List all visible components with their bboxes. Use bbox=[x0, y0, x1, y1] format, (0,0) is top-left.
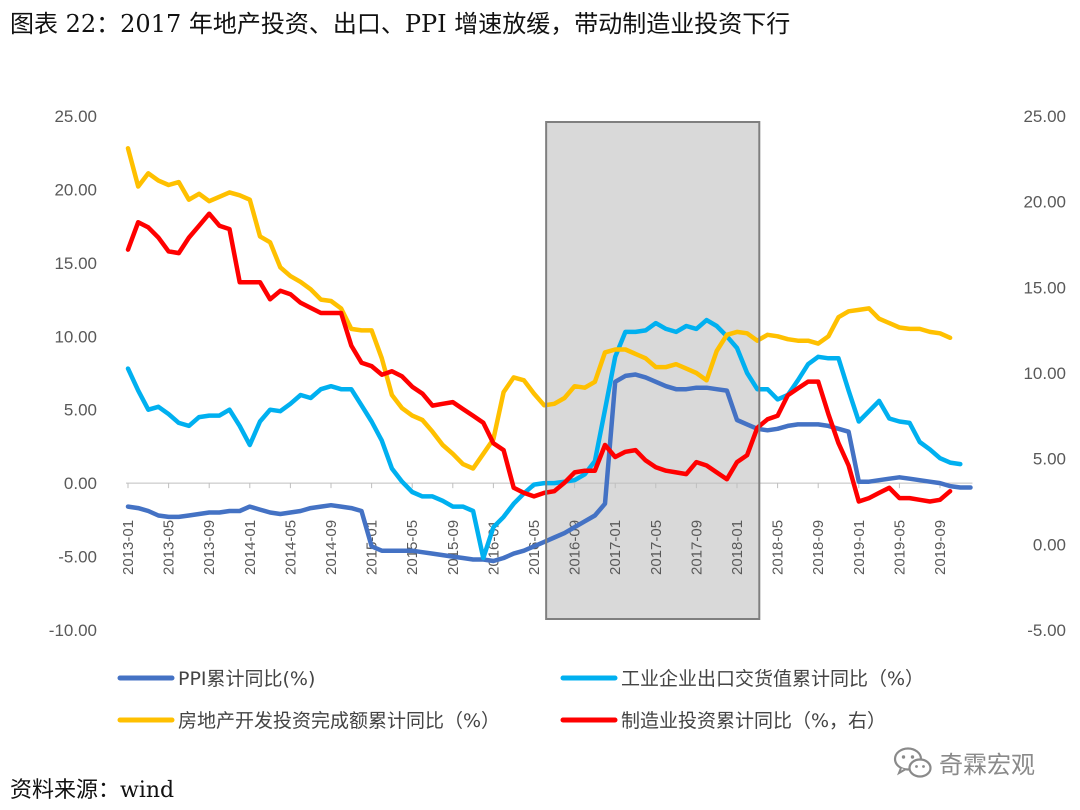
x-axis-tick-label: 2014-09 bbox=[323, 520, 340, 575]
x-axis-tick-label: 2015-09 bbox=[445, 520, 462, 575]
wechat-icon bbox=[893, 746, 932, 778]
x-axis-tick-label: 2014-05 bbox=[282, 520, 299, 575]
x-axis-tick-label: 2016-09 bbox=[567, 520, 584, 575]
legend-label-manufacturing: 制造业投资累计同比（%，右） bbox=[621, 710, 886, 732]
legend-label-ppi: PPI累计同比(%) bbox=[178, 668, 315, 690]
left-axis-ticks: 25.00 20.00 15.00 10.00 5.00 0.00 -5.00 -10.00 bbox=[49, 107, 97, 640]
x-axis-tick-label: 2013-01 bbox=[120, 520, 137, 575]
watermark: 奇霖宏观 bbox=[893, 745, 1035, 780]
watermark-text: 奇霖宏观 bbox=[939, 751, 1035, 779]
x-axis-tick-label: 2013-09 bbox=[201, 520, 218, 575]
x-axis-tick-label: 2019-05 bbox=[891, 520, 908, 575]
x-axis-tick-label: 2017-01 bbox=[607, 520, 624, 575]
left-axis-tick-label: 25.00 bbox=[54, 107, 97, 126]
x-axis-tick-label: 2014-01 bbox=[242, 520, 259, 575]
right-axis-tick-label: 0.00 bbox=[1033, 535, 1066, 554]
series-line-ppi bbox=[125, 372, 973, 564]
series-line-export bbox=[125, 317, 963, 561]
x-axis-tick-label: 2013-05 bbox=[161, 520, 178, 575]
x-axis-tick-label: 2015-05 bbox=[404, 520, 421, 575]
right-axis-ticks: 25.00 20.00 15.00 10.00 5.00 0.00 -5.00 bbox=[1023, 107, 1066, 640]
right-axis-tick-label: -5.00 bbox=[1027, 621, 1066, 640]
legend-label-realestate: 房地产开发投资完成额累计同比（%） bbox=[178, 710, 500, 732]
left-axis-tick-label: 15.00 bbox=[54, 254, 97, 273]
x-axis-tick-label: 2017-05 bbox=[648, 520, 665, 575]
left-axis-tick-label: -5.00 bbox=[58, 548, 97, 567]
chart: 25.0020.0015.0010.005.000.00-5.00-10.00 … bbox=[49, 107, 1066, 732]
right-axis-tick-label: 10.00 bbox=[1023, 364, 1066, 383]
shaded-period-outline bbox=[545, 121, 761, 620]
right-axis-tick-label: 15.00 bbox=[1023, 278, 1066, 297]
left-axis-tick-label: 10.00 bbox=[54, 327, 97, 346]
chart-title: 图表 22：2017 年地产投资、出口、PPI 增速放缓，带动制造业投资下行 bbox=[10, 10, 791, 38]
x-axis-tick-label: 2018-05 bbox=[770, 520, 787, 575]
right-axis-tick-label: 20.00 bbox=[1023, 193, 1066, 212]
left-axis-tick-label: 5.00 bbox=[64, 401, 97, 420]
series-line-realestate bbox=[125, 146, 953, 471]
shaded-period-border bbox=[545, 121, 761, 620]
x-axis-tick-label: 2017-09 bbox=[688, 520, 705, 575]
right-axis-tick-label: 25.00 bbox=[1023, 107, 1066, 126]
source-note: 资料来源：wind bbox=[10, 778, 175, 803]
x-axis-tick-label: 2018-01 bbox=[729, 520, 746, 575]
x-axis-tick-label: 2019-09 bbox=[932, 520, 949, 575]
series-lines bbox=[125, 146, 973, 564]
shaded-period-layer bbox=[546, 122, 760, 619]
legend-label-export: 工业企业出口交货值累计同比（%） bbox=[621, 668, 924, 690]
left-axis-tick-label: 20.00 bbox=[54, 180, 97, 199]
left-axis-tick-label: -10.00 bbox=[49, 621, 97, 640]
x-axis-tick-label: 2018-09 bbox=[810, 520, 827, 575]
left-axis-tick-label: 0.00 bbox=[64, 474, 97, 493]
legend: PPI累计同比(%) 工业企业出口交货值累计同比（%） 房地产开发投资完成额累计同比… bbox=[117, 668, 924, 732]
x-axis-tick-label: 2019-01 bbox=[851, 520, 868, 575]
shaded-period bbox=[546, 122, 760, 619]
right-axis-tick-label: 5.00 bbox=[1033, 450, 1066, 469]
series-line-manufacturing bbox=[125, 211, 953, 504]
